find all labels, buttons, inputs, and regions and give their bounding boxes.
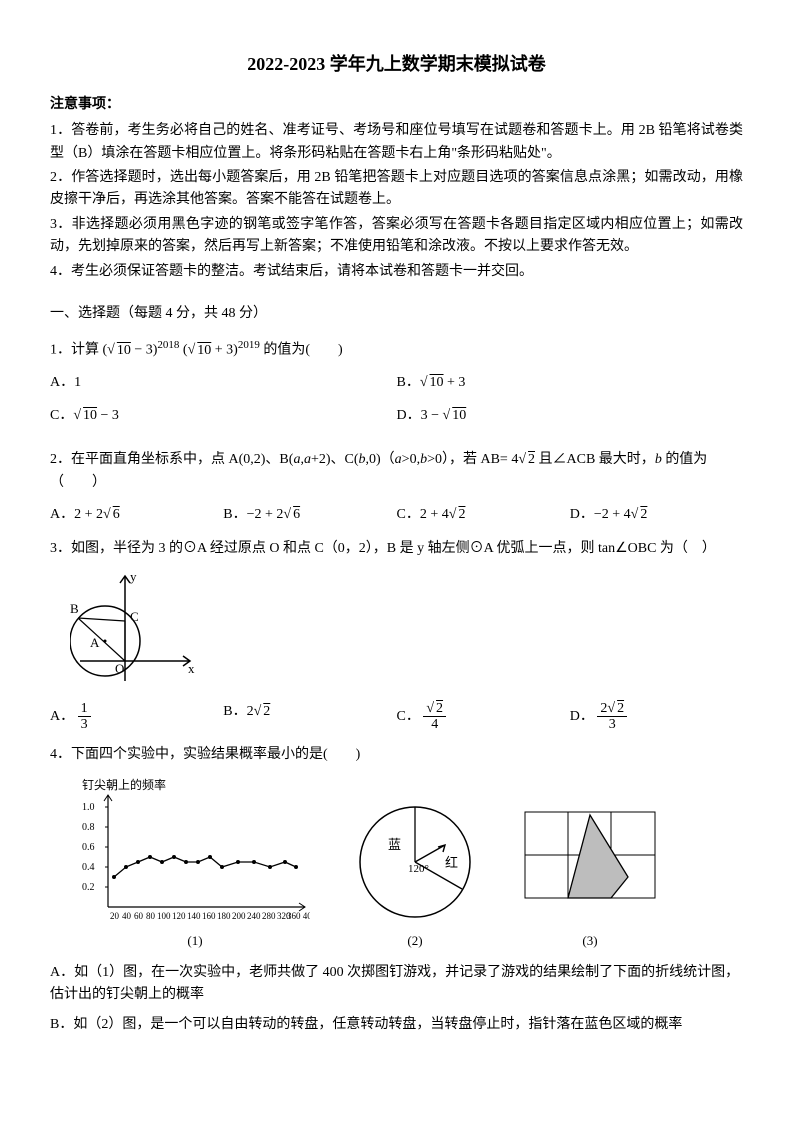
q1-option-c: C．√10 − 3 <box>50 405 397 427</box>
svg-text:200: 200 <box>232 911 246 921</box>
q4-fig2-caption: (2) <box>350 931 480 952</box>
svg-text:20: 20 <box>110 911 120 921</box>
svg-text:0.4: 0.4 <box>82 862 95 873</box>
svg-text:60: 60 <box>134 911 144 921</box>
page-title: 2022-2023 学年九上数学期末模拟试卷 <box>50 50 743 79</box>
note-4: 4．考生必须保证答题卡的整洁。考试结束后，请将本试卷和答题卡一并交回。 <box>50 261 743 283</box>
q1-expr-a: (√10 − 3) <box>103 343 158 358</box>
q4-figure-3: (3) <box>520 807 660 952</box>
q4-line-chart: 钉尖朝上的频率 0.2 0.4 0.6 0.8 1.0 204060 80100… <box>80 777 310 927</box>
q4-fig1-caption: (1) <box>80 931 310 952</box>
q4-figure-2: 蓝 红 120° (2) <box>350 797 480 952</box>
question-2: 2．在平面直角坐标系中，点 A(0,2)、B(a,a+2)、C(b,0)（a>0… <box>50 449 743 494</box>
question-3: 3．如图，半径为 3 的⊙A 经过原点 O 和点 C（0，2），B 是 y 轴左… <box>50 538 743 560</box>
note-3: 3．非选择题必须用黑色字迹的钢笔或签字笔作答，答案必须写在答题卡各题目指定区域内… <box>50 214 743 259</box>
q3-option-c: C． √24 <box>397 701 570 733</box>
spinner-red-label: 红 <box>445 855 458 870</box>
svg-text:240: 240 <box>247 911 261 921</box>
q1-option-b: B．√10 + 3 <box>397 372 744 394</box>
q2-stem-a: 2．在平面直角坐标系中，点 A(0,2)、B(a,a+2)、C(b,0)（a>0… <box>50 452 707 489</box>
svg-text:180: 180 <box>217 911 231 921</box>
svg-text:1.0: 1.0 <box>82 802 95 813</box>
q1-option-d: D．3 − √10 <box>397 405 744 427</box>
svg-text:40: 40 <box>122 911 132 921</box>
q2-options: A．2 + 2√6 B．−2 + 2√6 C．2 + 4√2 D．−2 + 4√… <box>50 504 743 526</box>
q1-expr-b: (√10 + 3) <box>183 343 238 358</box>
svg-text:0.6: 0.6 <box>82 842 95 853</box>
q3-d-label: D． <box>570 709 594 724</box>
q3-a-num: 1 <box>78 701 91 717</box>
question-1: 1．计算 (√10 − 3)2018 (√10 + 3)2019 的值为( ) <box>50 337 743 362</box>
question-4: 4．下面四个实验中，实验结果概率最小的是( ) <box>50 744 743 766</box>
y-axis-label: y <box>130 571 137 584</box>
svg-text:0.2: 0.2 <box>82 882 95 893</box>
q1-suffix: 的值为( ) <box>263 343 342 358</box>
q2-option-d: D．−2 + 4√2 <box>570 504 743 526</box>
q4-fig3-caption: (3) <box>520 931 660 952</box>
q3-option-a: A． 13 <box>50 701 223 733</box>
svg-text:280: 280 <box>262 911 276 921</box>
q4-figures: 钉尖朝上的频率 0.2 0.4 0.6 0.8 1.0 204060 80100… <box>80 777 743 952</box>
notes-block: 注意事项： 1．答卷前，考生务必将自己的姓名、准考证号、考场号和座位号填写在试题… <box>50 94 743 283</box>
q1-d-label: D． <box>397 408 421 423</box>
q4-spinner: 蓝 红 120° <box>350 797 480 927</box>
label-c: C <box>130 609 139 624</box>
svg-text:360 400: 360 400 <box>287 911 310 921</box>
x-axis-label: x <box>188 661 195 676</box>
q2-option-a: A．2 + 2√6 <box>50 504 223 526</box>
q2-option-b: B．−2 + 2√6 <box>223 504 396 526</box>
q2-d-label: D． <box>570 507 594 522</box>
q1-c-label: C． <box>50 408 73 423</box>
spinner-blue-label: 蓝 <box>388 837 401 852</box>
section-1-header: 一、选择题（每题 4 分，共 48 分） <box>50 303 743 325</box>
q3-option-b: B．2√2 <box>223 701 396 733</box>
notes-header: 注意事项： <box>50 94 743 116</box>
note-1: 1．答卷前，考生务必将自己的姓名、准考证号、考场号和座位号填写在试题卷和答题卡上… <box>50 120 743 165</box>
q1-options: A．1 B．√10 + 3 C．√10 − 3 D．3 − √10 <box>50 372 743 437</box>
q3-c-den: 4 <box>423 717 446 732</box>
label-a: A <box>90 635 100 650</box>
label-b: B <box>70 601 79 616</box>
q2-b-label: B． <box>223 507 246 522</box>
q1-option-a: A．1 <box>50 372 397 394</box>
q3-option-d: D． 2√23 <box>570 701 743 733</box>
q4-option-a: A．如（1）图，在一次实验中，老师共做了 400 次掷图钉游戏，并记录了游戏的结… <box>50 962 743 1007</box>
svg-text:0.8: 0.8 <box>82 822 95 833</box>
q2-a-label: A． <box>50 507 74 522</box>
q4-figure-1: 钉尖朝上的频率 0.2 0.4 0.6 0.8 1.0 204060 80100… <box>80 777 310 952</box>
q3-b-label: B． <box>223 704 246 719</box>
q1-b-label: B． <box>397 375 420 390</box>
q3-d-den: 3 <box>597 717 627 732</box>
q2-c-label: C． <box>397 507 420 522</box>
spinner-angle-label: 120° <box>408 863 429 875</box>
q4-option-b: B．如（2）图，是一个可以自由转动的转盘，任意转动转盘，当转盘停止时，指针落在蓝… <box>50 1014 743 1036</box>
svg-text:160: 160 <box>202 911 216 921</box>
q3-c-label: C． <box>397 709 420 724</box>
q4-grid-triangle <box>520 807 660 927</box>
svg-text:80: 80 <box>146 911 156 921</box>
q1-exp2: 2019 <box>238 339 260 351</box>
q3-options: A． 13 B．2√2 C． √24 D． 2√23 <box>50 701 743 733</box>
note-2: 2．作答选择题时，选出每小题答案后，用 2B 铅笔把答题卡上对应题目选项的答案信… <box>50 167 743 212</box>
q1-exp1: 2018 <box>157 339 179 351</box>
svg-text:120: 120 <box>172 911 186 921</box>
q3-a-label: A． <box>50 709 74 724</box>
q1-prefix: 1．计算 <box>50 343 99 358</box>
q3-a-den: 3 <box>78 717 91 732</box>
svg-text:100: 100 <box>157 911 171 921</box>
chart1-ylabel: 钉尖朝上的频率 <box>82 777 166 792</box>
q3-figure: y x B C A O <box>70 571 743 691</box>
svg-text:140: 140 <box>187 911 201 921</box>
q3-circle-diagram: y x B C A O <box>70 571 200 691</box>
q2-option-c: C．2 + 4√2 <box>397 504 570 526</box>
label-o: O <box>115 661 124 676</box>
